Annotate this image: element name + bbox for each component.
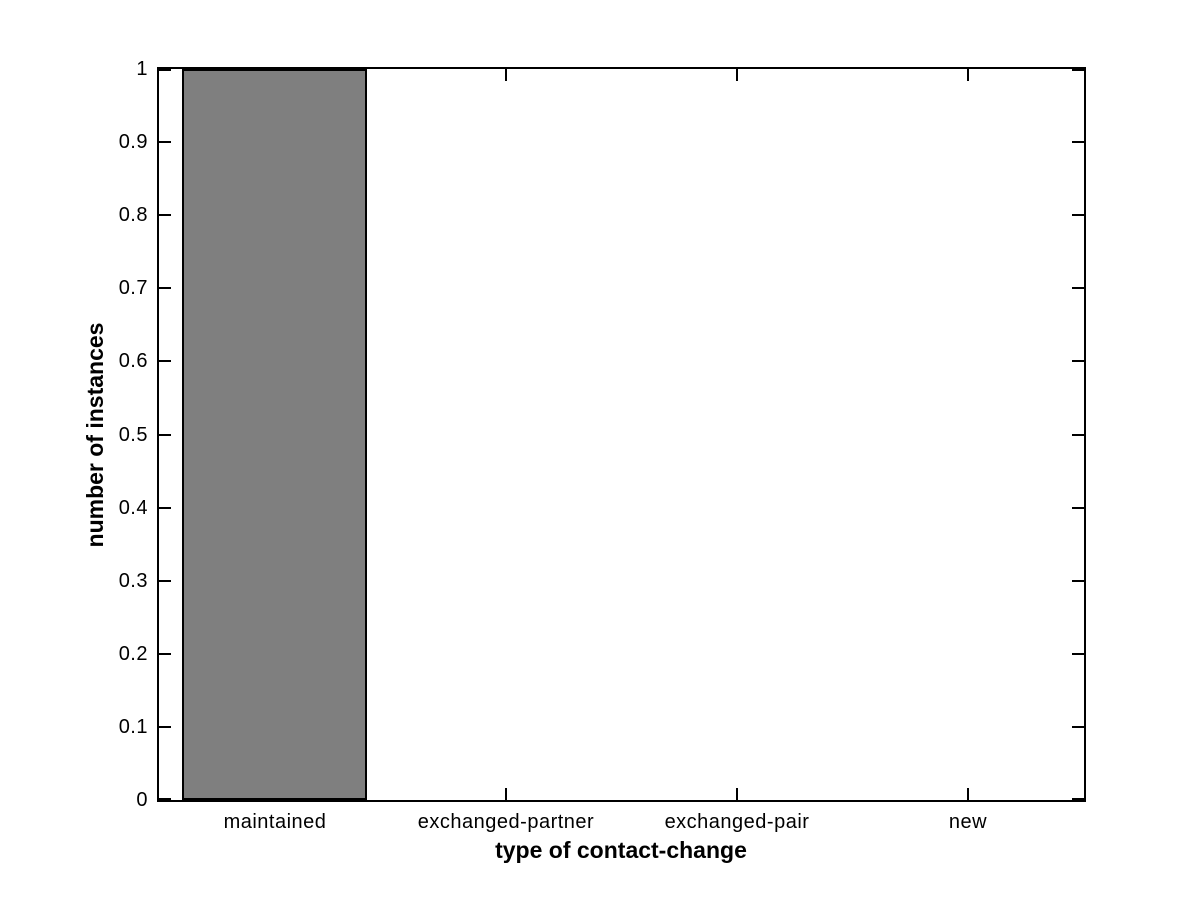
x-axis-label: type of contact-change [495,837,747,863]
y-tick-mark [159,141,171,143]
y-tick-label: 0.5 [118,424,148,446]
y-tick-mark [1072,287,1084,289]
y-tick-mark [1072,360,1084,362]
y-tick-mark [159,653,171,655]
y-tick-mark [159,726,171,728]
y-tick-mark [1072,69,1084,71]
y-tick-mark [159,360,171,362]
y-tick-mark [159,214,171,216]
y-tick-mark [1072,507,1084,509]
x-tick-mark [505,69,507,81]
y-tick-mark [1072,653,1084,655]
y-tick-mark [1072,214,1084,216]
y-tick-label: 0.1 [118,716,148,738]
y-tick-label: 0.7 [118,277,148,299]
y-tick-mark [159,580,171,582]
x-tick-mark [505,788,507,800]
y-tick-mark [159,434,171,436]
y-tick-mark [1072,434,1084,436]
y-tick-label: 1 [136,58,148,80]
plot-area [157,67,1086,802]
y-tick-label: 0 [136,789,148,811]
y-tick-mark [159,798,171,800]
x-tick-label: new [948,811,988,833]
y-tick-label: 0.4 [118,497,148,519]
y-tick-mark [1072,580,1084,582]
y-tick-mark [1072,141,1084,143]
y-tick-mark [159,69,171,71]
x-tick-mark [967,788,969,800]
x-tick-label: maintained [223,811,327,833]
y-tick-label: 0.3 [118,570,148,592]
x-tick-mark [736,788,738,800]
y-tick-label: 0.6 [118,350,148,372]
x-tick-mark [967,69,969,81]
y-tick-label: 0.9 [118,131,148,153]
bar-maintained [182,69,367,800]
y-tick-label: 0.8 [118,204,148,226]
y-tick-mark [1072,798,1084,800]
x-tick-mark [736,69,738,81]
y-tick-label: 0.2 [118,643,148,665]
y-tick-mark [159,287,171,289]
y-tick-mark [159,507,171,509]
y-tick-mark [1072,726,1084,728]
x-tick-label: exchanged-partner [417,811,595,833]
x-tick-label: exchanged-pair [664,811,810,833]
